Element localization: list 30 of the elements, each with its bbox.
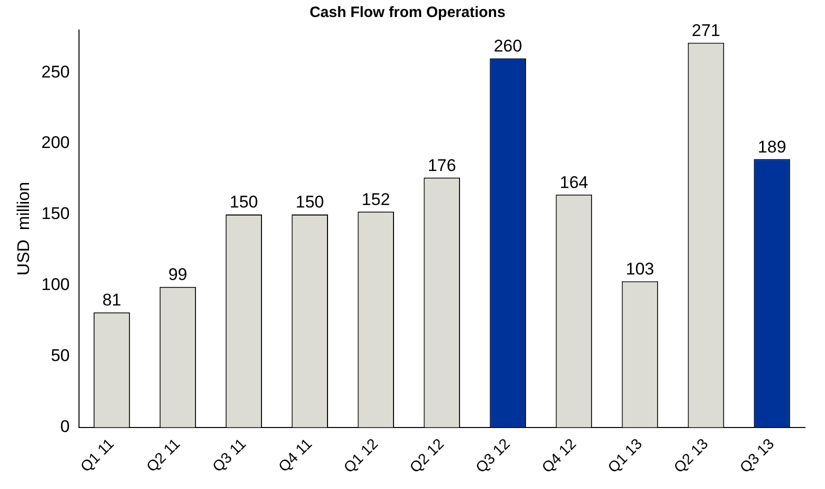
x-tick-label: Q3 11: [209, 435, 250, 476]
x-tick-label: Q2 13: [670, 435, 712, 476]
data-label: 271: [692, 20, 720, 40]
x-tick-label: Q3 13: [736, 435, 778, 476]
data-label: 150: [296, 192, 324, 212]
x-tick-label: Q3 12: [472, 435, 514, 476]
x-tick-label: Q2 11: [143, 435, 184, 476]
y-tick-label: 100: [41, 275, 70, 294]
data-label: 189: [758, 137, 786, 156]
y-tick-label: 50: [50, 346, 70, 366]
y-tick-label: 150: [41, 204, 70, 224]
x-tick-label: Q4 12: [538, 435, 580, 476]
x-tick-label: Q1 13: [604, 435, 646, 476]
data-label: 81: [102, 290, 122, 310]
x-tick-label: Q2 12: [406, 435, 448, 476]
data-label: 103: [626, 259, 654, 278]
data-label: 99: [168, 265, 188, 284]
data-label: 150: [230, 192, 258, 212]
x-tick-label: Q1 11: [77, 435, 118, 476]
data-label: 260: [494, 36, 522, 56]
y-tick-label: 0: [60, 417, 70, 436]
data-label: 176: [428, 156, 456, 175]
data-label: 152: [362, 190, 390, 209]
y-axis-title: USD million: [14, 182, 33, 276]
x-tick-label: Q4 11: [275, 435, 316, 476]
y-tick-label: 250: [41, 62, 70, 82]
y-tick-label: 200: [41, 133, 70, 152]
chart-title: Cash Flow from Operations: [310, 4, 506, 22]
data-label: 164: [560, 172, 588, 192]
x-tick-label: Q1 12: [340, 435, 382, 476]
